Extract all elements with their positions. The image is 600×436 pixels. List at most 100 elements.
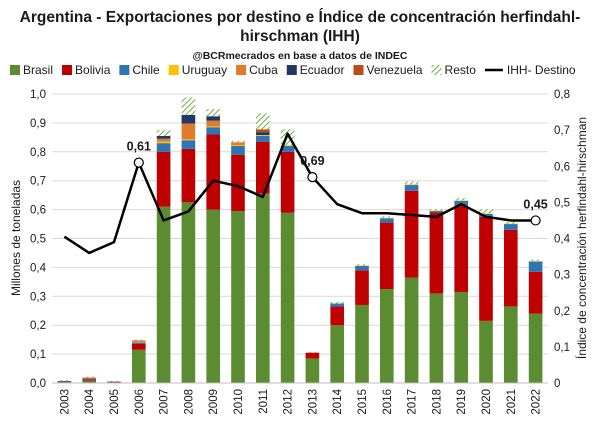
bar-uruguay-2015 [355, 265, 369, 266]
bar-resto-2004 [82, 376, 97, 378]
y-tick-left: 0,7 [30, 176, 46, 188]
bar-bolivia-2005 [107, 381, 121, 383]
x-tick-label: 2014 [332, 388, 344, 414]
bar-bolivia-2013 [305, 352, 320, 359]
bar-resto-2014 [330, 302, 345, 304]
bar-brasil-2004 [82, 380, 97, 383]
chart-subtitle: @BCRmecrados en base a datos de INDEC [192, 50, 407, 62]
x-tick-label: 2008 [183, 389, 195, 415]
chart-title-line1: Argentina - Exportaciones por destino e … [20, 9, 581, 26]
bar-bolivia-2004 [82, 379, 97, 381]
bar-bolivia-2018 [429, 212, 444, 294]
legend-label-chile: Chile [132, 63, 160, 77]
axes: 0,0 0,1 0,2 0,3 0,4 0,5 0,6 0,7 0,8 0,9 1,0 0 0,1 0,2… [30, 89, 571, 415]
bar-bolivia-2020 [479, 216, 493, 321]
y-tick-right: 0,7 [554, 125, 570, 137]
y-tick-left: 0,5 [30, 234, 46, 246]
y-tick-left: 0,8 [30, 147, 46, 159]
bar-chile-2005 [107, 381, 121, 383]
ihh-marker [307, 171, 318, 183]
ihh-line: 0,61 0,69 0,45 [63, 132, 548, 255]
bar-uruguay-2012 [280, 145, 295, 147]
bar-bolivia-2012 [280, 151, 295, 213]
bar-resto-2010 [231, 140, 245, 143]
bar-resto-2019 [454, 198, 469, 201]
legend-label-ihh: IHH- Destino [507, 63, 576, 77]
bar-bolivia-2017 [404, 190, 419, 278]
bar-resto-2015 [355, 263, 369, 266]
bar-resto-2009 [206, 109, 221, 117]
x-tick-label: 2007 [159, 389, 171, 415]
ihh-line-path [63, 132, 536, 255]
bar-resto-2013 [305, 352, 320, 353]
y-tick-left: 0,1 [30, 349, 46, 361]
ihh-marker [530, 215, 541, 226]
bar-brasil-2016 [379, 289, 394, 383]
legend-label-venezuela: Venezuela [366, 63, 422, 77]
x-tick-label: 2019 [456, 389, 468, 415]
bars [57, 97, 543, 383]
bar-brasil-2013 [305, 358, 320, 383]
x-tick-label: 2006 [134, 389, 146, 415]
bar-uruguay-2008 [181, 139, 196, 141]
y-axis-title-right: Índice de concentración herfindahl-hirsc… [574, 117, 589, 359]
legend-swatch-uruguay [168, 65, 179, 75]
y-tick-left: 0,9 [30, 118, 46, 130]
bar-chile-2021 [503, 224, 518, 230]
bar-resto-2006 [131, 339, 146, 341]
bar-resto-2018 [429, 209, 444, 211]
bar-venezuela-2011 [255, 129, 270, 133]
bar-bolivia-2010 [231, 154, 245, 212]
bar-chile-2009 [206, 127, 221, 135]
bar-bolivia-2019 [454, 205, 469, 292]
y-tick-right: 0,2 [554, 306, 570, 318]
x-tick-label: 2017 [407, 389, 419, 415]
legend-swatch-cuba [236, 65, 247, 75]
bar-resto-2011 [255, 113, 270, 130]
y-tick-left: 0,4 [30, 262, 47, 274]
y-tick-right: 0,6 [554, 161, 570, 173]
x-tick-label: 2003 [59, 389, 71, 415]
bar-cuba-2006 [131, 341, 146, 342]
bar-chile-2010 [231, 146, 245, 155]
bar-bolivia-2015 [355, 270, 369, 305]
bar-uruguay-2018 [429, 210, 444, 212]
x-tick-label: 2004 [84, 388, 96, 414]
x-tick-label: 2009 [208, 389, 220, 415]
bar-bolivia-2021 [503, 229, 518, 307]
bar-uruguay-2010 [231, 145, 245, 147]
bar-cuba-2009 [206, 120, 221, 127]
bar-chile-2007 [156, 143, 171, 152]
bar-cuba-2004 [82, 377, 97, 379]
y-tick-left: 0,3 [30, 291, 46, 303]
bar-brasil-2015 [355, 304, 369, 383]
bar-resto-2007 [156, 130, 171, 136]
y-tick-left: 0,2 [30, 320, 46, 332]
bar-cuba-2007 [156, 138, 171, 142]
bar-brasil-2008 [181, 202, 196, 383]
y-tick-right: 0,1 [554, 342, 570, 354]
bar-resto-2016 [379, 216, 394, 218]
bar-chile-2008 [181, 140, 196, 149]
bar-cuba-2008 [181, 123, 196, 140]
bar-resto-2008 [181, 97, 196, 115]
x-tick-label: 2021 [506, 389, 518, 415]
bar-uruguay-2021 [503, 223, 518, 225]
bar-uruguay-2009 [206, 126, 221, 128]
y-tick-right: 0,4 [554, 234, 571, 246]
x-tick-label: 2018 [431, 389, 443, 415]
gridlines [52, 93, 548, 384]
x-tick-label: 2016 [382, 389, 394, 415]
x-tick-label: 2020 [481, 389, 493, 415]
bar-chile-2016 [379, 218, 394, 223]
y-tick-left: 1,0 [30, 89, 46, 101]
legend-label-resto: Resto [445, 63, 477, 77]
bar-brasil-2017 [404, 277, 419, 383]
legend-label-brasil: Brasil [23, 63, 53, 77]
bar-bolivia-2022 [528, 271, 543, 314]
x-tick-label: 2011 [258, 389, 270, 414]
legend-label-uruguay: Uruguay [182, 63, 227, 77]
legend-swatch-chile [119, 65, 130, 75]
bar-cuba-2010 [231, 142, 245, 146]
